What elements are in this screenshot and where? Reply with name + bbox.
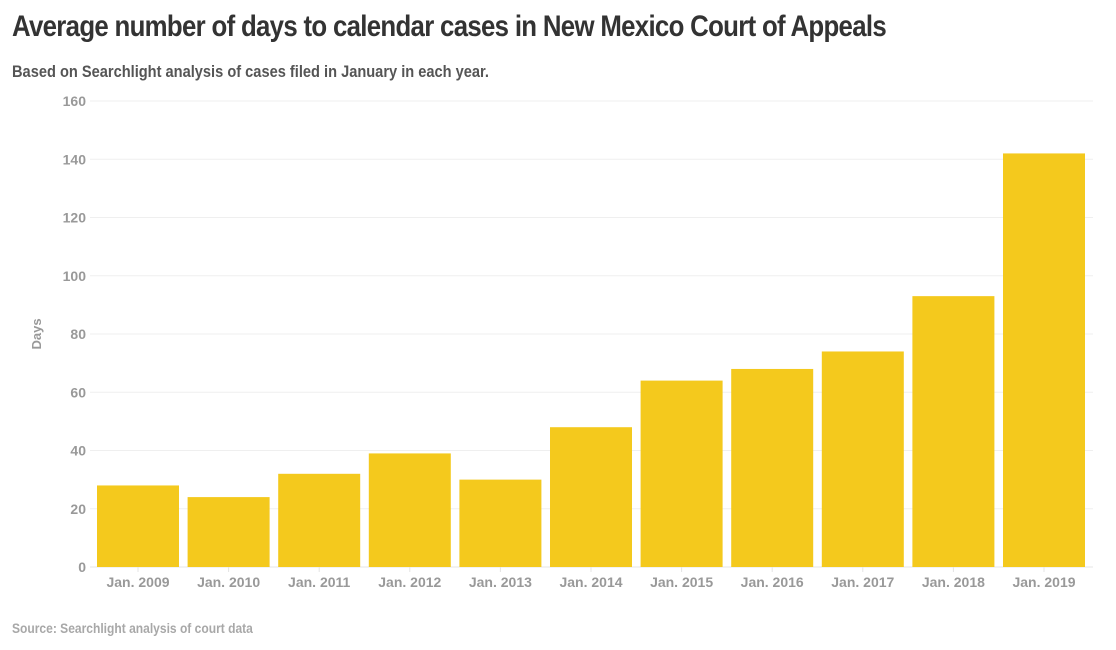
- x-tick-label: Jan. 2009: [106, 574, 169, 590]
- bar[interactable]: Jan. 2017: 74: [821, 351, 904, 567]
- y-tick-label: 140: [63, 151, 87, 167]
- x-tick-label: Jan. 2016: [741, 574, 804, 590]
- source-note: Source: Searchlight analysis of court da…: [12, 620, 253, 636]
- x-tick-label: Jan. 2017: [831, 574, 894, 590]
- x-tick-label: Jan. 2014: [559, 574, 622, 590]
- bar[interactable]: Jan. 2019: 142: [1003, 153, 1085, 568]
- chart-title: Average number of days to calendar cases…: [12, 10, 887, 43]
- bar[interactable]: Jan. 2009: 28: [97, 485, 179, 567]
- y-tick-label: 40: [70, 443, 86, 459]
- bar[interactable]: Jan. 2012: 39: [368, 453, 451, 567]
- y-tick-label: 0: [78, 559, 86, 575]
- x-tick-label: Jan. 2010: [197, 574, 260, 590]
- x-tick-label: Jan. 2018: [922, 574, 985, 590]
- x-tick-label: Jan. 2012: [378, 574, 441, 590]
- bar[interactable]: Jan. 2018: 93: [912, 296, 995, 567]
- x-tick-label: Jan. 2011: [288, 574, 350, 590]
- bar[interactable]: Jan. 2015: 64: [640, 380, 723, 567]
- y-tick-label: 160: [63, 93, 87, 109]
- bar[interactable]: Jan. 2011: 32: [278, 473, 361, 567]
- bar[interactable]: Jan. 2014: 48: [550, 427, 632, 567]
- y-tick-label: 100: [63, 268, 87, 284]
- x-tick-label: Jan. 2015: [650, 574, 713, 590]
- y-axis-title: Days: [29, 318, 44, 349]
- bar[interactable]: Jan. 2010: 24: [187, 497, 270, 567]
- bar[interactable]: Jan. 2013: 30: [459, 479, 542, 567]
- y-tick-label: 80: [70, 326, 86, 342]
- x-axis-ticks: Jan. 2009 Jan. 2010 Jan. 2011 Jan. 2012 Jan.…: [106, 567, 1076, 590]
- chart-subtitle: Based on Searchlight analysis of cases f…: [12, 62, 489, 81]
- y-axis-ticks: 0 20 40 60 80 100 120 140 160: [63, 93, 87, 575]
- x-tick-label: Jan. 2013: [469, 574, 532, 590]
- x-tick-label: Jan. 2019: [1012, 574, 1075, 590]
- bar[interactable]: Jan. 2016: 68: [731, 368, 814, 567]
- y-tick-label: 120: [63, 210, 87, 226]
- y-tick-label: 20: [70, 501, 86, 517]
- y-tick-label: 60: [70, 384, 86, 400]
- bars: Jan. 2009: 28Jan. 2010: 24Jan. 2011: 32J…: [97, 153, 1085, 568]
